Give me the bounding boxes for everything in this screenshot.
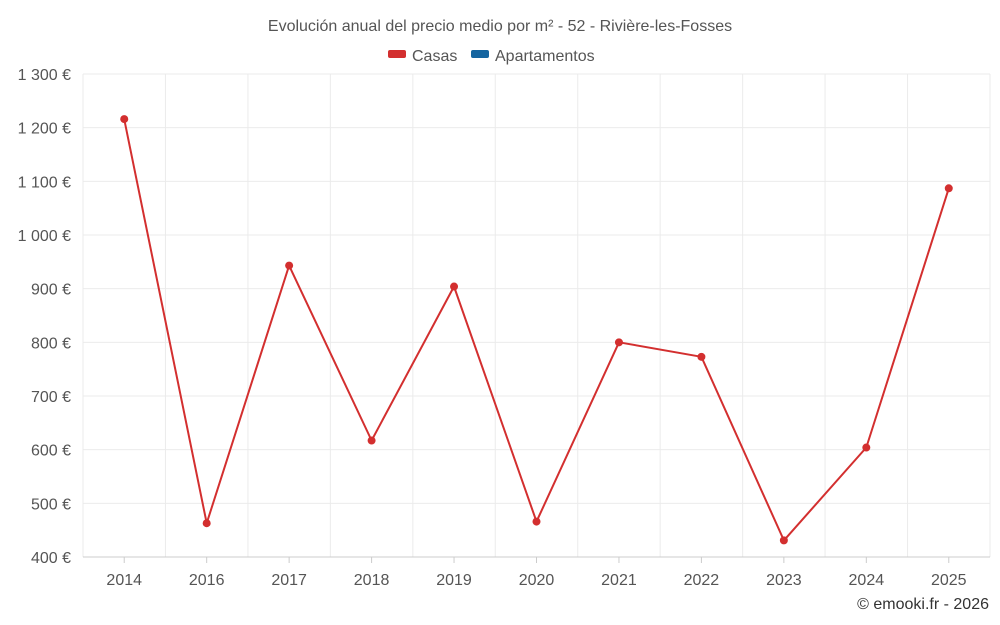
x-tick-label: 2025 xyxy=(931,572,967,589)
y-tick-label: 600 € xyxy=(31,443,71,460)
data-point[interactable] xyxy=(367,436,376,445)
legend-swatch-casas xyxy=(388,50,406,58)
data-point[interactable] xyxy=(862,443,871,452)
data-point[interactable] xyxy=(532,517,541,526)
legend-label-casas: Casas xyxy=(412,48,457,65)
legend-label-apartamentos: Apartamentos xyxy=(495,48,595,65)
data-point[interactable] xyxy=(285,261,294,270)
series-casas xyxy=(120,115,953,545)
x-tick-label: 2019 xyxy=(436,572,472,589)
y-tick-label: 1 100 € xyxy=(18,174,71,191)
data-point[interactable] xyxy=(202,519,211,528)
y-tick-label: 1 000 € xyxy=(18,228,71,245)
data-point[interactable] xyxy=(779,536,788,545)
legend-swatch-apartamentos xyxy=(471,50,489,58)
x-tick-label: 2020 xyxy=(519,572,555,589)
data-point[interactable] xyxy=(450,282,459,291)
y-tick-label: 1 200 € xyxy=(18,121,71,138)
x-axis-ticks: 2014 2016 2017 2018 2019 2020 2021 2022 2023 2024… xyxy=(106,557,967,589)
y-tick-label: 500 € xyxy=(31,496,71,513)
y-tick-label: 800 € xyxy=(31,335,71,352)
x-tick-label: 2016 xyxy=(189,572,225,589)
x-tick-label: 2017 xyxy=(271,572,307,589)
x-tick-label: 2021 xyxy=(601,572,637,589)
data-point[interactable] xyxy=(944,184,953,193)
x-tick-label: 2014 xyxy=(106,572,142,589)
data-point[interactable] xyxy=(120,115,129,124)
legend: Casas Apartamentos xyxy=(388,48,595,65)
credit-text: © emooki.fr - 2026 xyxy=(857,596,989,613)
legend-item-apartamentos[interactable]: Apartamentos xyxy=(471,48,595,65)
data-point[interactable] xyxy=(614,338,623,347)
x-tick-label: 2022 xyxy=(684,572,720,589)
y-tick-label: 400 € xyxy=(31,550,71,567)
x-tick-label: 2023 xyxy=(766,572,802,589)
x-tick-label: 2024 xyxy=(849,572,885,589)
y-axis-ticks: 400 € 500 € 600 € 700 € 800 € 900 € 1 000 € 1 1… xyxy=(18,67,71,567)
y-tick-label: 900 € xyxy=(31,282,71,299)
y-tick-label: 1 300 € xyxy=(18,67,71,84)
gridlines xyxy=(82,73,991,557)
legend-item-casas[interactable]: Casas xyxy=(388,48,457,65)
x-tick-label: 2018 xyxy=(354,572,390,589)
chart-title: Evolución anual del precio medio por m² … xyxy=(268,18,732,35)
y-tick-label: 700 € xyxy=(31,389,71,406)
data-point[interactable] xyxy=(697,352,706,361)
